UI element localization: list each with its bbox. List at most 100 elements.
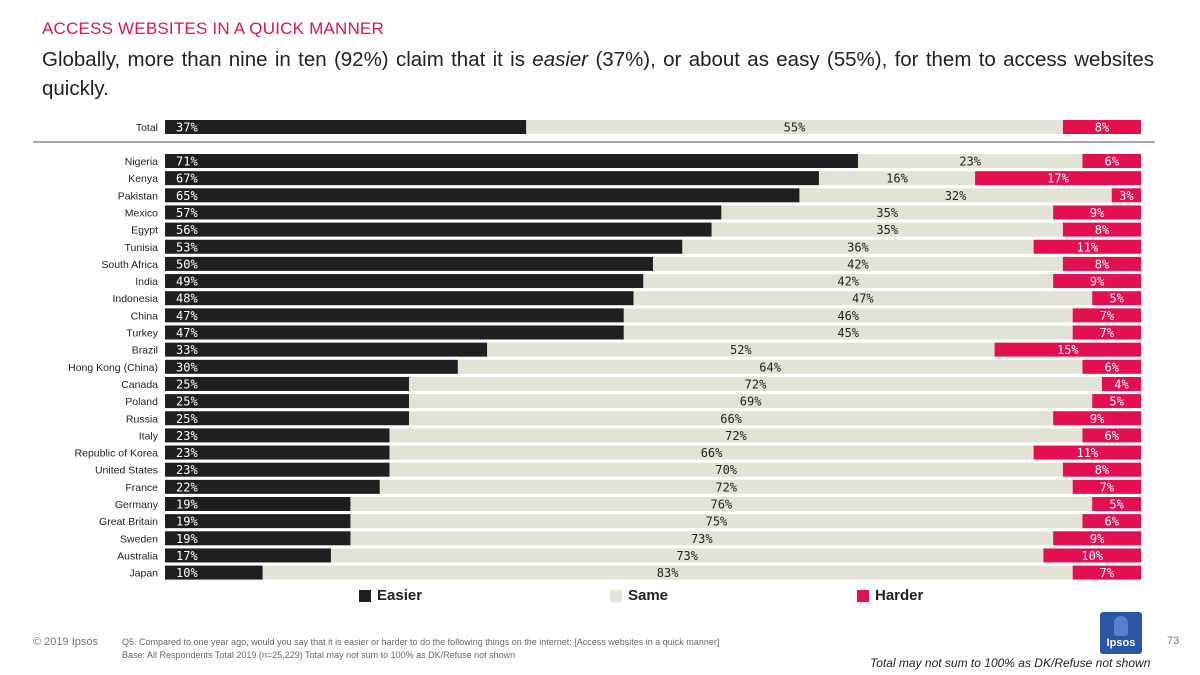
page-number: 73	[1167, 635, 1180, 647]
bar-harder-canada	[1101, 376, 1141, 391]
bar-easier-indonesia	[165, 291, 634, 306]
ipsos-logo: Ipsos	[1100, 612, 1142, 654]
bar-harder-france	[1072, 479, 1141, 494]
legend-item-same: Same	[610, 587, 668, 604]
bar-same-china	[623, 308, 1073, 323]
value-same-republic-of-korea: 66%	[701, 446, 723, 460]
value-same-japan: 83%	[657, 566, 679, 580]
category-label-china: China	[131, 310, 159, 322]
bar-easier-australia	[165, 548, 331, 563]
value-harder-canada: 4%	[1114, 377, 1129, 391]
bar-same-russia	[409, 411, 1054, 426]
bar-harder-brazil	[994, 342, 1141, 357]
value-harder-tunisia: 11%	[1076, 240, 1098, 254]
bar-easier-united-states	[165, 462, 390, 477]
bar-easier-canada	[165, 376, 409, 391]
value-easier-canada: 25%	[176, 377, 198, 391]
legend-label-easier: Easier	[377, 587, 423, 604]
bar-easier-italy	[165, 428, 390, 443]
value-harder-south-africa: 8%	[1095, 257, 1110, 271]
value-easier-kenya: 67%	[176, 172, 198, 186]
value-harder-great-britain: 6%	[1104, 515, 1119, 529]
value-easier-france: 22%	[176, 480, 198, 494]
value-same-italy: 72%	[725, 429, 747, 443]
category-label-india: India	[135, 276, 158, 288]
value-easier-australia: 17%	[176, 549, 198, 563]
bar-easier-tunisia	[165, 239, 683, 254]
category-label-poland: Poland	[125, 396, 158, 408]
value-same-indonesia: 47%	[852, 292, 874, 306]
legend-item-easier: Easier	[359, 587, 422, 604]
value-easier-india: 49%	[176, 275, 198, 289]
headline-text-2: (37%), or about as easy (55%), for them …	[42, 48, 1154, 100]
value-easier-turkey: 47%	[176, 326, 198, 340]
bar-harder-china	[1072, 308, 1141, 323]
value-harder-india: 9%	[1090, 275, 1105, 289]
value-same-total: 55%	[784, 121, 806, 135]
value-easier-great-britain: 19%	[176, 515, 198, 529]
bar-harder-total	[1062, 120, 1141, 134]
bar-easier-hong-kong-china	[165, 359, 458, 374]
value-harder-poland: 5%	[1109, 395, 1124, 409]
bar-harder-republic-of-korea	[1033, 445, 1141, 460]
bar-harder-poland	[1092, 394, 1141, 409]
bar-harder-united-states	[1062, 462, 1141, 477]
bar-easier-brazil	[165, 342, 488, 357]
bar-same-great-britain	[350, 514, 1083, 529]
category-label-egypt: Egypt	[131, 225, 158, 237]
category-label-united-states: United States	[95, 465, 158, 477]
value-same-sweden: 73%	[691, 532, 713, 546]
headline-italic: easier	[532, 48, 589, 71]
bar-harder-south-africa	[1062, 256, 1141, 271]
bar-same-tunisia	[682, 239, 1034, 254]
copyright: © 2019 Ipsos	[33, 636, 98, 648]
bar-same-poland	[409, 394, 1093, 409]
bar-harder-sweden	[1053, 531, 1141, 546]
value-same-brazil: 52%	[730, 343, 752, 357]
category-label-australia: Australia	[117, 550, 158, 562]
bar-same-turkey	[623, 325, 1073, 340]
value-easier-china: 47%	[176, 309, 198, 323]
legend-label-same: Same	[628, 587, 669, 604]
category-label-republic-of-korea: Republic of Korea	[75, 448, 159, 460]
value-harder-pakistan: 3%	[1119, 189, 1134, 203]
logo-mark-icon	[1114, 616, 1128, 636]
value-easier-south-africa: 50%	[176, 257, 198, 271]
category-label-kenya: Kenya	[128, 173, 158, 185]
bar-easier-kenya	[165, 171, 819, 186]
logo-text: Ipsos	[1106, 637, 1136, 649]
bar-same-france	[379, 479, 1073, 494]
category-label-great-britain: Great Britain	[99, 516, 158, 528]
bar-same-brazil	[487, 342, 995, 357]
bar-easier-japan	[165, 565, 263, 580]
value-harder-hong-kong-china: 6%	[1104, 360, 1119, 374]
bar-harder-pakistan	[1111, 188, 1141, 203]
value-same-russia: 66%	[720, 412, 742, 426]
value-same-egypt: 35%	[876, 223, 898, 237]
bar-same-egypt	[711, 222, 1063, 237]
bar-harder-kenya	[975, 171, 1141, 186]
bar-same-kenya	[818, 171, 976, 186]
value-easier-republic-of-korea: 23%	[176, 446, 198, 460]
value-harder-republic-of-korea: 11%	[1076, 446, 1098, 460]
bar-harder-india	[1053, 274, 1141, 289]
value-easier-poland: 25%	[176, 395, 198, 409]
bar-same-japan	[262, 565, 1073, 580]
bar-same-germany	[350, 497, 1093, 511]
value-easier-sweden: 19%	[176, 532, 198, 546]
legend-item-harder: Harder	[857, 587, 923, 604]
value-same-kenya: 16%	[886, 172, 908, 186]
bar-easier-great-britain	[165, 514, 351, 529]
category-label-south-africa: South Africa	[101, 259, 158, 271]
category-label-brazil: Brazil	[132, 345, 158, 357]
bar-same-nigeria	[857, 154, 1083, 168]
bar-harder-hong-kong-china	[1082, 359, 1141, 374]
value-same-china: 46%	[837, 309, 859, 323]
legend-swatch-same	[610, 589, 622, 602]
bar-harder-australia	[1043, 548, 1141, 563]
value-same-tunisia: 36%	[847, 240, 869, 254]
value-harder-france: 7%	[1100, 480, 1115, 494]
category-label-turkey: Turkey	[126, 328, 158, 340]
question-text: Q5. Compared to one year ago, would you …	[122, 637, 720, 647]
bar-same-india	[643, 274, 1054, 289]
